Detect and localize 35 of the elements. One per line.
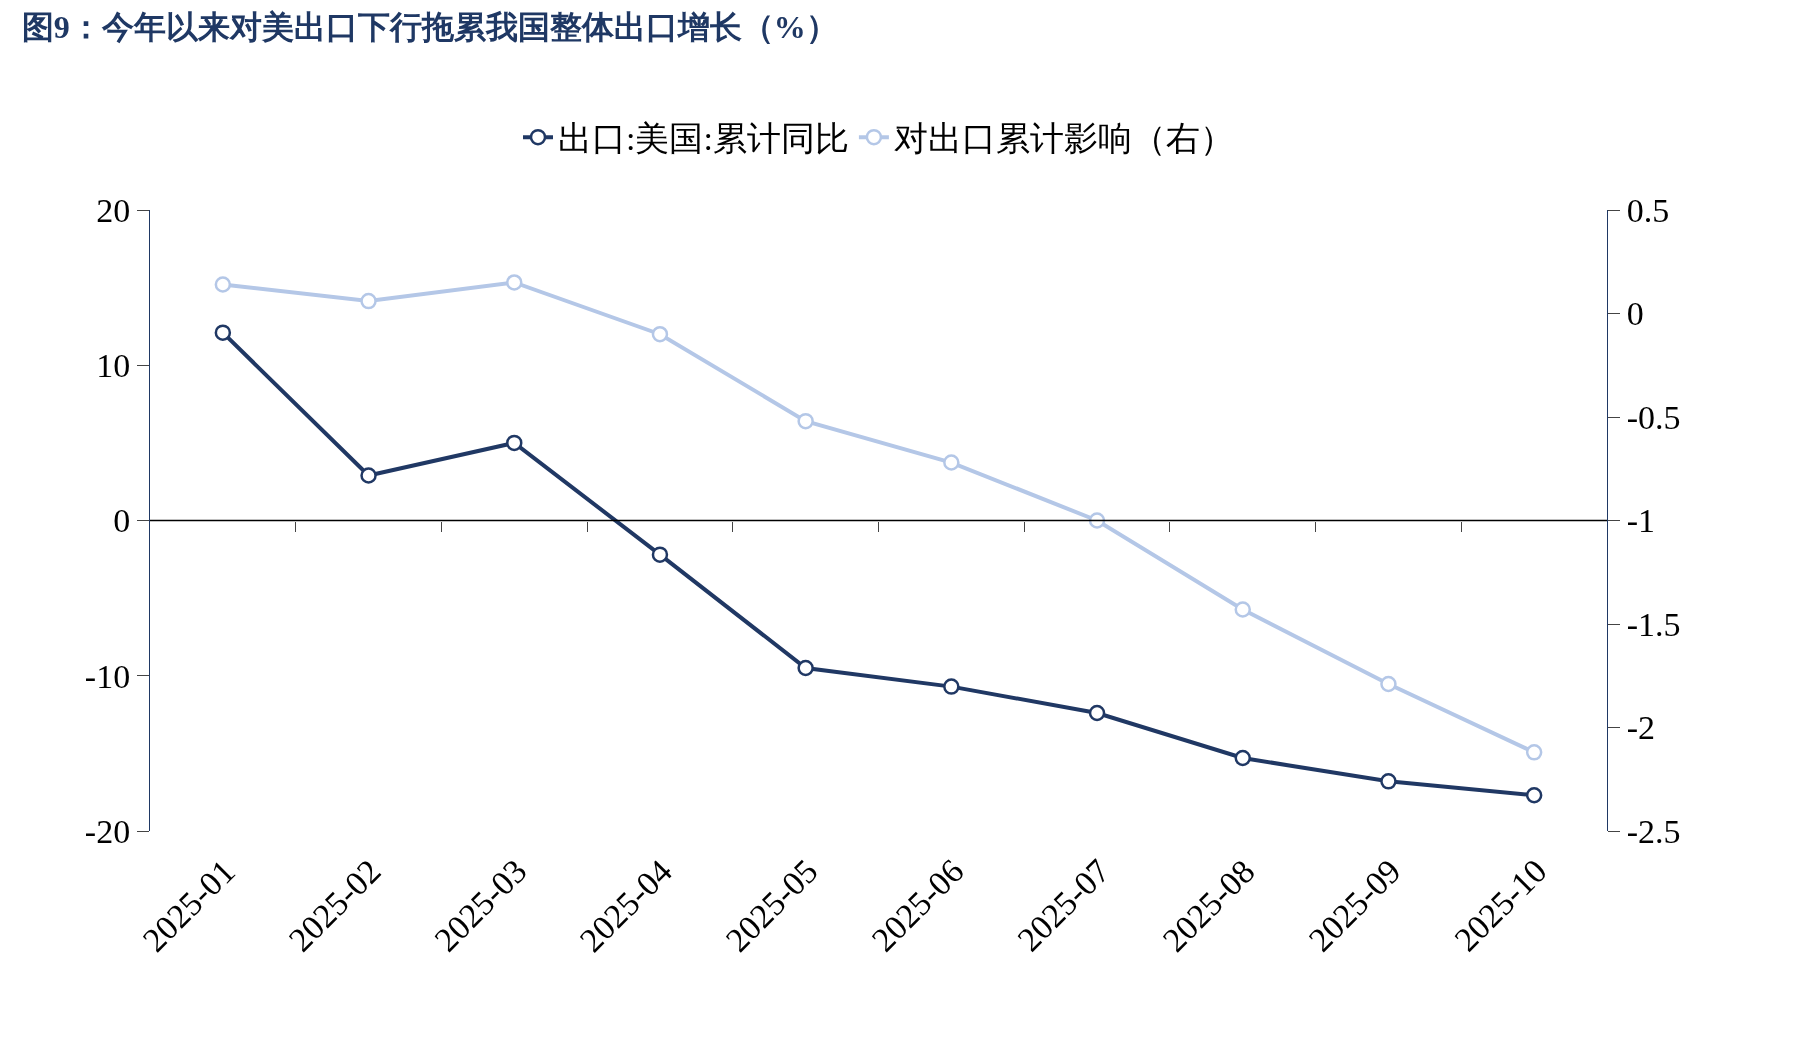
point — [943, 678, 960, 695]
y-tick-label: 10 — [96, 347, 131, 385]
y-tick-label: -20 — [84, 812, 131, 850]
point — [943, 454, 960, 471]
point — [360, 467, 377, 484]
legend-label: 对出口累计影响（右） — [893, 120, 1234, 158]
point — [1234, 601, 1251, 618]
point — [651, 325, 669, 343]
point — [1234, 749, 1251, 767]
y2-tick-label: -2.5 — [1626, 812, 1681, 850]
point — [797, 659, 814, 677]
point — [214, 324, 232, 341]
point — [651, 546, 669, 563]
point — [1088, 512, 1106, 529]
point — [360, 292, 377, 310]
y-tick-label: -10 — [84, 657, 131, 695]
y2-tick-label: -0.5 — [1626, 398, 1681, 436]
y-tick-label: 0 — [113, 502, 131, 540]
point — [1088, 704, 1106, 722]
legend-label: 出口:美国:累计同比 — [558, 120, 849, 158]
y-tick-label: 20 — [96, 191, 131, 229]
y2-tick-label: -1.5 — [1626, 605, 1681, 643]
point — [1525, 787, 1543, 804]
y2-tick-label: 0 — [1626, 295, 1644, 333]
point — [1380, 675, 1397, 693]
point — [214, 276, 232, 293]
point — [506, 434, 523, 452]
chart-title: 图9：今年以来对美出口下行拖累我国整体出口增长（%） — [21, 9, 838, 46]
y2-tick-label: 0.5 — [1626, 191, 1670, 229]
point — [1525, 744, 1543, 761]
point — [797, 412, 814, 430]
y2-tick-label: -1 — [1626, 502, 1656, 540]
point — [506, 274, 523, 291]
y2-tick-label: -2 — [1626, 709, 1656, 747]
point — [1380, 773, 1397, 790]
